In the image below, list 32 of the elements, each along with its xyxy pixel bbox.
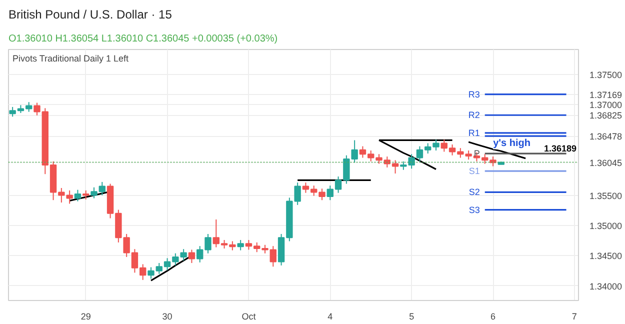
y-tick-label: 1.37000 (590, 100, 622, 110)
x-tick-label: 4 (328, 312, 333, 322)
x-tick-label: 5 (409, 312, 414, 322)
series-label: R2 (468, 110, 480, 120)
annotation: Pivots Traditional Daily 1 Left (12, 54, 130, 64)
y-tick-label: 1.36045 (590, 158, 622, 168)
y-tick-label: 1.35000 (590, 221, 622, 231)
annotation: 1.36189 (544, 144, 577, 154)
candlestick (82, 190, 90, 200)
series-label: R1 (468, 128, 480, 138)
y-tick-label: 1.36478 (590, 132, 622, 142)
y-tick-label: 1.36825 (590, 110, 622, 121)
x-tick-label: 7 (572, 312, 577, 322)
candlestick (74, 189, 82, 202)
y-tick-label: 1.37169 (590, 90, 622, 100)
series-label: S2 (468, 187, 480, 198)
x-tick-label: 6 (490, 312, 496, 322)
x-tick-label: 30 (162, 312, 172, 322)
y-tick-label: 1.34000 (590, 281, 622, 292)
annotation: y's high (493, 138, 531, 150)
chart-title: British Pound / U.S. Dollar · 15 (8, 8, 172, 22)
y-tick-label: 1.35500 (590, 190, 622, 201)
chart-subtitle: O1.36010 H1.36054 L1.36010 C1.36045 +0.00035 (+0.03%) (8, 34, 278, 44)
series-label: S1 (468, 166, 480, 176)
series-label: R3 (468, 89, 480, 100)
candlestick (188, 249, 196, 264)
x-tick-label: Oct (242, 312, 256, 322)
candlestick (237, 240, 244, 251)
x-tick-label: 29 (80, 312, 91, 322)
series-label: S3 (468, 204, 480, 215)
y-tick-label: 1.34500 (590, 251, 622, 262)
y-tick-label: 1.37500 (590, 70, 622, 80)
